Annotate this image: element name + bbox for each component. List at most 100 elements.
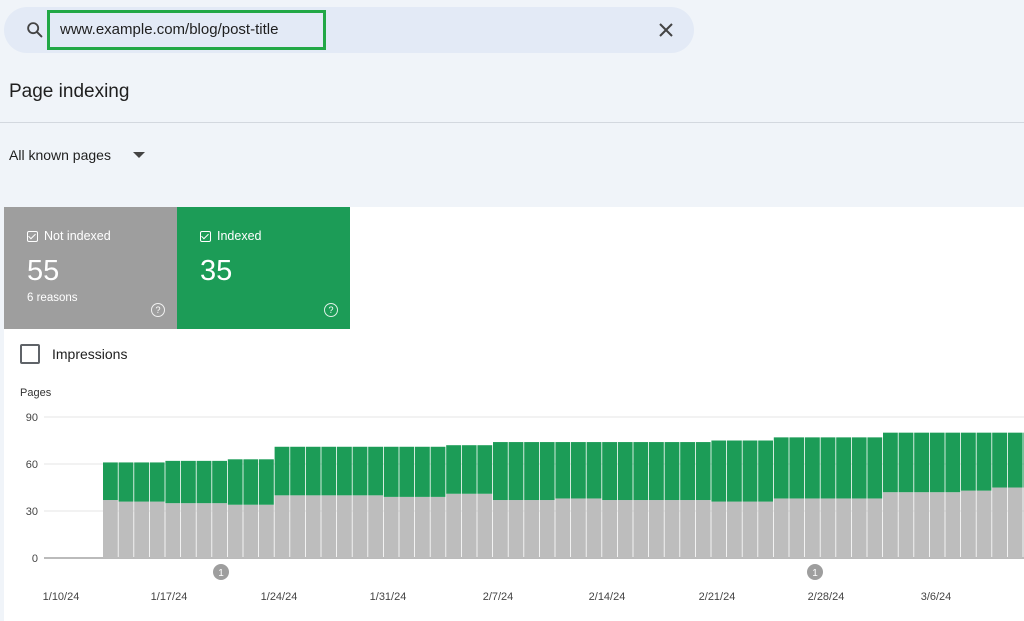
bar-indexed [368,446,383,496]
help-icon[interactable]: ? [151,303,165,317]
bar-indexed [477,445,493,494]
checkbox-checked-icon[interactable] [200,230,211,242]
bar-indexed [399,446,415,497]
bar-not-indexed [758,501,773,558]
not-indexed-reasons: 6 reasons [27,292,78,304]
bar-indexed [836,437,851,499]
bar-not-indexed [555,498,571,558]
bar-not-indexed [103,500,118,558]
bar-not-indexed [742,501,758,558]
help-icon[interactable]: ? [324,303,338,317]
bar-not-indexed [976,490,992,558]
bar-indexed [664,442,680,501]
bar-not-indexed [945,492,961,558]
bar-not-indexed [664,500,680,558]
not-indexed-count: 55 [27,255,60,287]
x-tick-label: 2/28/24 [808,591,845,603]
bar-indexed [555,442,571,499]
bar-not-indexed [836,498,851,558]
bar-not-indexed [1007,487,1023,558]
bar-indexed [758,440,773,502]
indexing-chart: 90 60 30 0 1/10/24 1/17/24 1/24/24 1/31/24 2/7/2… [26,412,1024,603]
bar-indexed [103,462,118,501]
checkbox-unchecked-icon[interactable] [20,344,40,364]
close-icon[interactable] [656,20,676,40]
bar-not-indexed [134,501,149,558]
bar-indexed [415,446,430,497]
x-tick-label: 2/14/24 [589,591,626,603]
bar-indexed [695,442,711,501]
y-tick-label: 0 [32,553,38,565]
bar-not-indexed [867,498,883,558]
bar-not-indexed [680,500,695,558]
bar-not-indexed [695,500,711,558]
report-card: Not indexed 55 6 reasons ? Indexed 35 ? … [4,207,1024,621]
bar-indexed [337,446,352,496]
page-title: Page indexing [9,81,130,102]
bar-not-indexed [539,500,555,558]
bar-indexed [571,442,586,499]
divider [0,122,1024,123]
bar-not-indexed [571,498,586,558]
bar-indexed [539,442,555,501]
bar-indexed [305,446,321,496]
search-icon[interactable] [24,19,46,41]
bar-indexed [290,446,305,496]
bar-indexed [680,442,695,501]
y-tick-label: 30 [26,506,38,518]
bar-indexed [1007,432,1023,488]
bar-not-indexed [305,495,321,558]
bar-not-indexed [352,495,368,558]
bar-not-indexed [992,487,1007,558]
bar-not-indexed [914,492,929,558]
bar-not-indexed [617,500,633,558]
bar-not-indexed [805,498,820,558]
bar-indexed [383,446,399,497]
search-bar[interactable]: www.example.com/blog/post-title [4,7,694,53]
bar-not-indexed [212,503,227,558]
annotation-marker [213,564,229,580]
bar-indexed [883,432,898,493]
bar-not-indexed [383,496,399,558]
bar-indexed [867,437,883,499]
bar-indexed [461,445,477,494]
bar-indexed [914,432,929,493]
bar-not-indexed [165,503,181,558]
indexed-tile[interactable]: Indexed 35 ? [177,207,350,329]
bar-not-indexed [446,493,461,558]
bar-indexed [243,459,259,505]
bar-not-indexed [321,495,337,558]
bar-not-indexed [602,500,617,558]
bar-indexed [149,462,165,502]
bar-not-indexed [399,496,415,558]
x-tick-label: 1/31/24 [370,591,407,603]
bar-not-indexed [789,498,805,558]
x-tick-label: 1/24/24 [261,591,298,603]
bar-indexed [851,437,867,499]
bar-indexed [898,432,914,493]
bar-not-indexed [461,493,477,558]
bar-not-indexed [477,493,493,558]
impressions-toggle[interactable]: Impressions [20,344,127,364]
bar-not-indexed [773,498,789,558]
bar-not-indexed [820,498,836,558]
bar-indexed [134,462,149,502]
bar-indexed [773,437,789,499]
bar-not-indexed [727,501,742,558]
checkbox-checked-icon[interactable] [27,230,38,242]
url-inspection-input[interactable]: www.example.com/blog/post-title [47,10,326,50]
caret-down-icon [132,152,145,158]
bar-indexed [617,442,633,501]
not-indexed-tile[interactable]: Not indexed 55 6 reasons ? [4,207,177,329]
pages-filter-dropdown[interactable]: All known pages [9,145,145,165]
bar-indexed [259,459,274,505]
y-tick-label: 60 [26,459,38,471]
bar-not-indexed [368,495,383,558]
bar-not-indexed [196,503,212,558]
bar-indexed [789,437,805,499]
bar-indexed [352,446,368,496]
bar-indexed [945,432,961,493]
bar-not-indexed [633,500,649,558]
annotation-marker [807,564,823,580]
bar-indexed [212,460,227,504]
